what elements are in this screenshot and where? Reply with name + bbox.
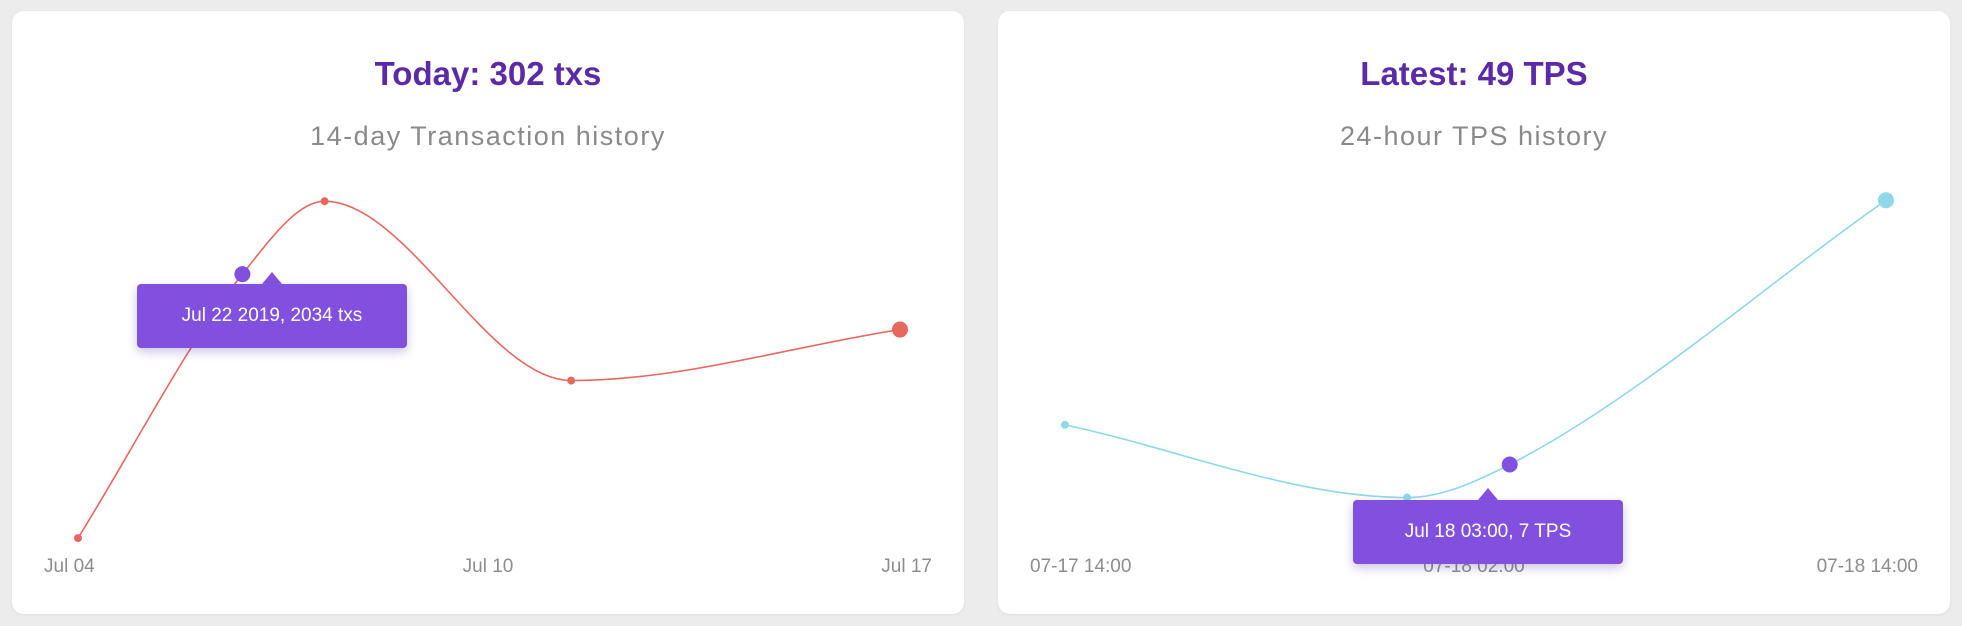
tps-history-card: Latest: 49 TPS 24-hour TPS history 07-17… [998,11,1950,614]
tooltip-arrow [262,272,282,284]
tx-data-point [892,321,908,338]
transaction-line-chart[interactable]: Jul 04 Jul 10 Jul 17 [12,11,964,614]
tx-data-point [74,534,82,543]
tps-data-point [1061,420,1069,429]
tx-x-tick-label: Jul 17 [881,556,932,577]
tps-x-tick-label: 07-17 14:00 [1030,556,1131,577]
tps-data-point [1501,456,1518,473]
tooltip-arrow [1478,488,1498,500]
tps-chart-subtitle: 24-hour TPS history [1339,121,1609,151]
tps-latest-headline: Latest: 49 TPS [1360,55,1588,92]
tps-data-point [1878,192,1894,209]
tx-data-point [320,197,329,206]
tx-x-tick-label: Jul 04 [44,556,95,577]
tx-x-tick-label: Jul 10 [463,556,514,577]
tps-series-line [1064,199,1887,499]
tx-series-line [77,200,901,539]
tx-chart-subtitle: 14-day Transaction history [310,121,666,151]
transaction-history-card: Today: 302 txs 14-day Transaction histor… [12,11,964,614]
tps-tooltip-text: Jul 18 03:00, 7 TPS [1404,521,1572,542]
tps-data-point [1403,493,1412,502]
tx-today-headline: Today: 302 txs [374,55,602,92]
tps-tooltip: Jul 18 03:00, 7 TPS [1353,488,1623,564]
tx-data-point [234,266,251,283]
tx-tooltip: Jul 22 2019, 2034 txs [137,272,407,348]
tx-data-point [567,376,576,385]
tps-x-tick-label: 07-18 14:00 [1817,556,1918,577]
tx-tooltip-text: Jul 22 2019, 2034 txs [181,305,363,326]
